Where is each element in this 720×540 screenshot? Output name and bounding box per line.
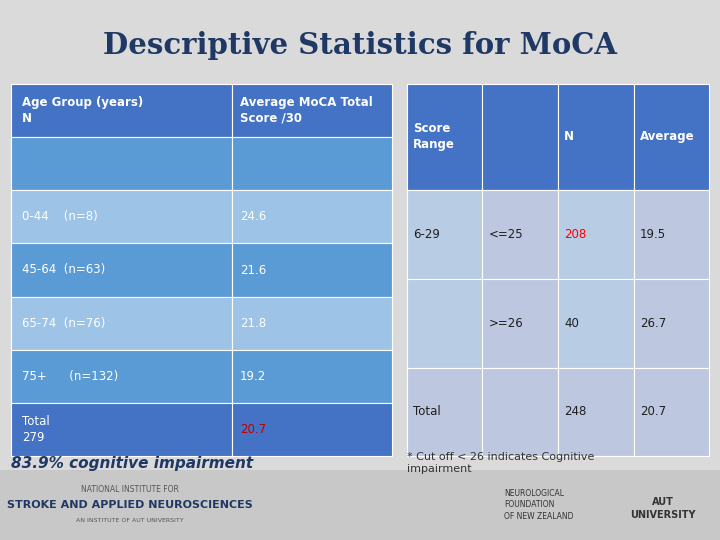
Text: 21.6: 21.6	[240, 264, 266, 276]
FancyBboxPatch shape	[558, 190, 634, 279]
FancyBboxPatch shape	[232, 137, 392, 190]
Text: AUT
UNIVERSITY: AUT UNIVERSITY	[630, 497, 695, 519]
Text: Average: Average	[639, 131, 694, 144]
Text: 6-29: 6-29	[413, 228, 440, 241]
FancyBboxPatch shape	[11, 296, 232, 350]
Text: 40: 40	[564, 317, 579, 330]
FancyBboxPatch shape	[407, 368, 482, 456]
Text: 75+      (n=132): 75+ (n=132)	[22, 370, 118, 383]
FancyBboxPatch shape	[232, 350, 392, 403]
Text: STROKE AND APPLIED NEUROSCIENCES: STROKE AND APPLIED NEUROSCIENCES	[6, 500, 253, 510]
FancyBboxPatch shape	[11, 403, 232, 456]
FancyBboxPatch shape	[11, 84, 232, 137]
Text: Descriptive Statistics for MoCA: Descriptive Statistics for MoCA	[103, 31, 617, 60]
FancyBboxPatch shape	[0, 470, 720, 540]
FancyBboxPatch shape	[11, 190, 232, 244]
Text: NEUROLOGICAL
FOUNDATION
OF NEW ZEALAND: NEUROLOGICAL FOUNDATION OF NEW ZEALAND	[504, 489, 574, 521]
FancyBboxPatch shape	[634, 368, 709, 456]
Text: Total: Total	[413, 406, 441, 419]
Text: >=26: >=26	[488, 317, 523, 330]
FancyBboxPatch shape	[11, 350, 232, 403]
FancyBboxPatch shape	[634, 84, 709, 190]
Text: 19.2: 19.2	[240, 370, 266, 383]
Text: 248: 248	[564, 406, 586, 419]
Text: AN INSTITUTE OF AUT UNIVERSITY: AN INSTITUTE OF AUT UNIVERSITY	[76, 518, 184, 523]
FancyBboxPatch shape	[482, 368, 558, 456]
Text: 45-64  (n=63): 45-64 (n=63)	[22, 264, 105, 276]
FancyBboxPatch shape	[558, 279, 634, 368]
Text: 0-44    (n=8): 0-44 (n=8)	[22, 210, 98, 223]
FancyBboxPatch shape	[634, 190, 709, 279]
FancyBboxPatch shape	[407, 84, 482, 190]
FancyBboxPatch shape	[232, 403, 392, 456]
Text: <=25: <=25	[488, 228, 523, 241]
Text: N: N	[564, 131, 574, 144]
Text: 19.5: 19.5	[639, 228, 666, 241]
Text: 20.7: 20.7	[240, 423, 266, 436]
Text: NATIONAL INSTITUTE FOR: NATIONAL INSTITUTE FOR	[81, 485, 179, 494]
FancyBboxPatch shape	[232, 84, 392, 137]
FancyBboxPatch shape	[232, 296, 392, 350]
Text: Average MoCA Total
Score /30: Average MoCA Total Score /30	[240, 96, 373, 125]
Text: Age Group (years)
N: Age Group (years) N	[22, 96, 143, 125]
FancyBboxPatch shape	[11, 137, 232, 190]
FancyBboxPatch shape	[482, 190, 558, 279]
FancyBboxPatch shape	[634, 279, 709, 368]
Text: Score
Range: Score Range	[413, 123, 455, 151]
FancyBboxPatch shape	[482, 84, 558, 190]
FancyBboxPatch shape	[558, 84, 634, 190]
Text: Total
279: Total 279	[22, 415, 50, 444]
Text: 21.8: 21.8	[240, 317, 266, 330]
FancyBboxPatch shape	[232, 244, 392, 296]
FancyBboxPatch shape	[11, 244, 232, 296]
Text: 20.7: 20.7	[639, 406, 666, 419]
Text: 208: 208	[564, 228, 586, 241]
Text: 65-74  (n=76): 65-74 (n=76)	[22, 317, 105, 330]
FancyBboxPatch shape	[407, 279, 482, 368]
Text: 24.6: 24.6	[240, 210, 266, 223]
Text: 26.7: 26.7	[639, 317, 666, 330]
FancyBboxPatch shape	[482, 279, 558, 368]
FancyBboxPatch shape	[407, 190, 482, 279]
Text: * Cut off < 26 indicates Cognitive
impairment: * Cut off < 26 indicates Cognitive impai…	[407, 453, 594, 474]
FancyBboxPatch shape	[558, 368, 634, 456]
Text: 83.9% cognitive impairment: 83.9% cognitive impairment	[11, 456, 253, 470]
FancyBboxPatch shape	[232, 190, 392, 244]
